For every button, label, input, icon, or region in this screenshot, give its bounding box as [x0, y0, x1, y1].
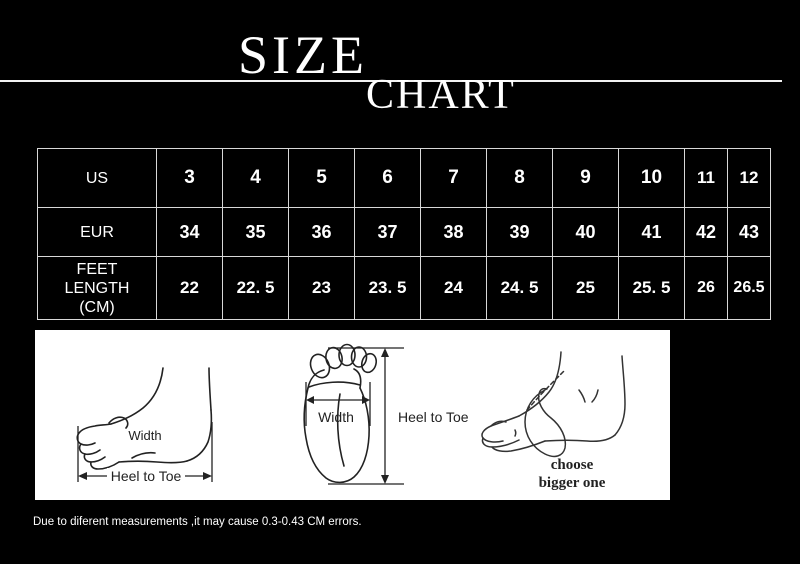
cell-us-12: 12	[727, 148, 771, 208]
cell-eur-34: 34	[156, 207, 223, 257]
size-chart-table-container: US 3 4 5 6 7 8 9 10 11 12 EUR 34 35 36 3…	[37, 148, 771, 320]
row-header-line-2: LENGTH	[64, 279, 130, 297]
cell-feet-8: 25. 5	[618, 256, 685, 320]
size-chart-table: US 3 4 5 6 7 8 9 10 11 12 EUR 34 35 36 3…	[37, 148, 771, 320]
measuring-foot-diagram: choose bigger one	[475, 330, 670, 500]
cell-eur-43: 43	[727, 207, 771, 257]
label-heel-to-toe: Heel to Toe	[111, 468, 182, 484]
cell-eur-40: 40	[552, 207, 619, 257]
side-view-foot-illustration: Heel to Toe Width	[76, 367, 213, 485]
cell-us-11: 11	[684, 148, 728, 208]
cell-eur-37: 37	[354, 207, 421, 257]
measurement-diagram-panel: Heel to Toe Width	[35, 330, 670, 500]
arrow-head-top	[381, 348, 389, 357]
cell-us-4: 4	[222, 148, 289, 208]
title-block: SIZE CHART	[0, 28, 800, 120]
cell-eur-35: 35	[222, 207, 289, 257]
cell-feet-10: 26.5	[727, 256, 771, 320]
footer-disclaimer: Due to diferent measurements ,it may cau…	[33, 516, 362, 528]
cell-us-5: 5	[288, 148, 355, 208]
cell-feet-2: 22. 5	[222, 256, 289, 320]
cell-us-9: 9	[552, 148, 619, 208]
cell-feet-5: 24	[420, 256, 487, 320]
sole-view-foot-diagram: Width Heel to Toe	[270, 330, 475, 500]
label-width: Width	[318, 409, 354, 425]
row-header-us: US	[37, 148, 157, 208]
table-row: FEET LENGTH (CM) 22 22. 5 23 23. 5 24 24…	[37, 256, 771, 320]
table-row: US 3 4 5 6 7 8 9 10 11 12	[37, 148, 771, 208]
arrow-head-right	[203, 472, 212, 480]
row-header-eur: EUR	[37, 207, 157, 257]
cell-eur-42: 42	[684, 207, 728, 257]
side-view-foot-diagram: Heel to Toe Width	[35, 330, 270, 500]
arrow-head-left	[78, 472, 87, 480]
cell-eur-36: 36	[288, 207, 355, 257]
cell-us-8: 8	[486, 148, 553, 208]
cell-feet-6: 24. 5	[486, 256, 553, 320]
cell-us-3: 3	[156, 148, 223, 208]
label-choose-line1: choose	[551, 457, 594, 473]
cell-us-6: 6	[354, 148, 421, 208]
title-divider-rule	[0, 80, 782, 82]
label-width: Width	[128, 428, 161, 443]
cell-eur-38: 38	[420, 207, 487, 257]
cell-us-10: 10	[618, 148, 685, 208]
arrow-head-right	[362, 396, 370, 404]
cell-feet-1: 22	[156, 256, 223, 320]
page-title-chart: CHART	[366, 72, 516, 118]
row-header-line-1: FEET	[76, 260, 118, 278]
cell-feet-4: 23. 5	[354, 256, 421, 320]
sole-view-foot-illustration: Width Heel to Toe	[303, 343, 469, 485]
row-header-line-3: (CM)	[79, 298, 115, 316]
cell-feet-9: 26	[684, 256, 728, 320]
arrow-head-left	[306, 396, 314, 404]
row-header-feet-length: FEET LENGTH (CM)	[37, 256, 157, 320]
page-title-size: SIZE	[238, 25, 368, 85]
arrow-head-bottom	[381, 475, 389, 484]
measuring-foot-illustration: choose bigger one	[481, 351, 626, 491]
cell-eur-39: 39	[486, 207, 553, 257]
label-choose-line2: bigger one	[539, 475, 606, 491]
cell-eur-41: 41	[618, 207, 685, 257]
cell-feet-3: 23	[288, 256, 355, 320]
label-heel-to-toe: Heel to Toe	[398, 409, 469, 425]
cell-feet-7: 25	[552, 256, 619, 320]
table-row: EUR 34 35 36 37 38 39 40 41 42 43	[37, 207, 771, 257]
cell-us-7: 7	[420, 148, 487, 208]
